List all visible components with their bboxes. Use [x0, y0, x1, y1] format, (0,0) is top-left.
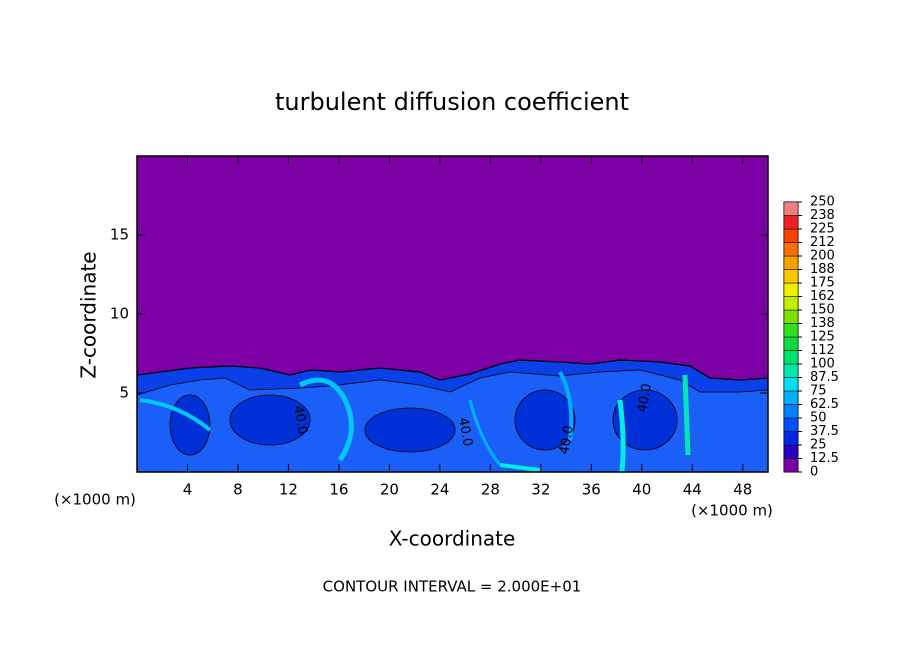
- colorbar-label: 50: [810, 411, 827, 426]
- x-tick-label: 4: [183, 481, 193, 499]
- colorbar-swatch: [783, 336, 799, 351]
- colorbar-swatch: [783, 350, 799, 365]
- colorbar-label: 225: [810, 222, 835, 237]
- colorbar-swatch: [783, 444, 799, 459]
- colorbar-swatch: [783, 228, 799, 243]
- y-tick-label: 10: [110, 305, 129, 323]
- colorbar-label: 200: [810, 249, 835, 264]
- colorbar-swatch: [783, 242, 799, 257]
- colorbar-label: 138: [810, 316, 835, 331]
- colorbar-swatch: [783, 269, 799, 284]
- contour-label: 40.0: [557, 424, 577, 455]
- streak: [558, 371, 574, 441]
- x-unit-label: (×1000 m): [691, 502, 773, 520]
- colorbar-label: 87.5: [810, 370, 839, 385]
- contour-field: [137, 156, 768, 472]
- colorbar-swatch: [783, 309, 799, 324]
- colorbar-swatch: [783, 282, 799, 297]
- colorbar-swatch: [783, 404, 799, 419]
- colorbar-swatch: [783, 255, 799, 270]
- colorbar-swatch: [783, 323, 799, 338]
- streak: [682, 374, 691, 456]
- x-unit-label: (×1000 m): [54, 491, 136, 509]
- x-tick-label: 44: [683, 481, 702, 499]
- y-tick-label: 15: [110, 226, 129, 244]
- contour-label: 40.0: [635, 382, 655, 413]
- colorbar-label: 12.5: [810, 451, 839, 466]
- streak: [468, 399, 502, 466]
- colorbar-label: 25: [810, 438, 827, 453]
- colorbar-swatch: [783, 377, 799, 392]
- colorbar-label: 125: [810, 330, 835, 345]
- streak: [617, 399, 626, 472]
- footer-note: CONTOUR INTERVAL = 2.000E+01: [323, 578, 582, 596]
- x-tick-label: 40: [632, 481, 651, 499]
- x-tick-label: 32: [531, 481, 550, 499]
- colorbar-label: 100: [810, 357, 835, 372]
- streak: [298, 377, 354, 462]
- colorbar-swatch: [783, 363, 799, 378]
- colorbar-label: 250: [810, 195, 835, 210]
- colorbar-label: 150: [810, 303, 835, 318]
- y-tick-label: 5: [119, 384, 129, 402]
- x-tick-label: 16: [329, 481, 348, 499]
- colorbar-label: 188: [810, 262, 835, 277]
- colorbar-swatch: [783, 417, 799, 432]
- x-tick-label: 20: [380, 481, 399, 499]
- x-tick-label: 28: [481, 481, 500, 499]
- eddy: [229, 394, 311, 446]
- colorbar-label: 212: [810, 235, 835, 250]
- y-axis-label: Z-coordinate: [77, 251, 101, 378]
- colorbar-label: 175: [810, 276, 835, 291]
- colorbar-label: 62.5: [810, 397, 839, 412]
- colorbar-swatch: [783, 390, 799, 405]
- colorbar-swatch: [783, 431, 799, 446]
- chart-title: turbulent diffusion coefficient: [275, 88, 629, 116]
- contour-label: 40.0: [455, 416, 475, 447]
- colorbar-label: 162: [810, 289, 835, 304]
- eddy: [514, 389, 576, 451]
- streak: [139, 398, 212, 432]
- colorbar-swatch: [783, 215, 799, 230]
- colorbar-label: 112: [810, 343, 835, 358]
- colorbar-label: 238: [810, 208, 835, 223]
- contour-label: 40.0: [290, 404, 310, 435]
- x-axis-label: X-coordinate: [389, 527, 516, 551]
- colorbar-label: 37.5: [810, 424, 839, 439]
- layer-inner: [137, 369, 768, 472]
- x-tick-label: 24: [430, 481, 449, 499]
- colorbar-swatch: [783, 296, 799, 311]
- x-tick-label: 48: [733, 481, 752, 499]
- x-tick-label: 36: [582, 481, 601, 499]
- colorbar-label: 75: [810, 384, 827, 399]
- colorbar-swatch: [783, 458, 799, 473]
- x-tick-label: 12: [279, 481, 298, 499]
- colorbar-swatch: [783, 201, 799, 216]
- streak: [499, 463, 541, 472]
- eddy: [612, 389, 678, 451]
- colorbar-label: 0: [810, 465, 818, 480]
- eddy: [364, 407, 456, 453]
- x-tick-label: 8: [233, 481, 243, 499]
